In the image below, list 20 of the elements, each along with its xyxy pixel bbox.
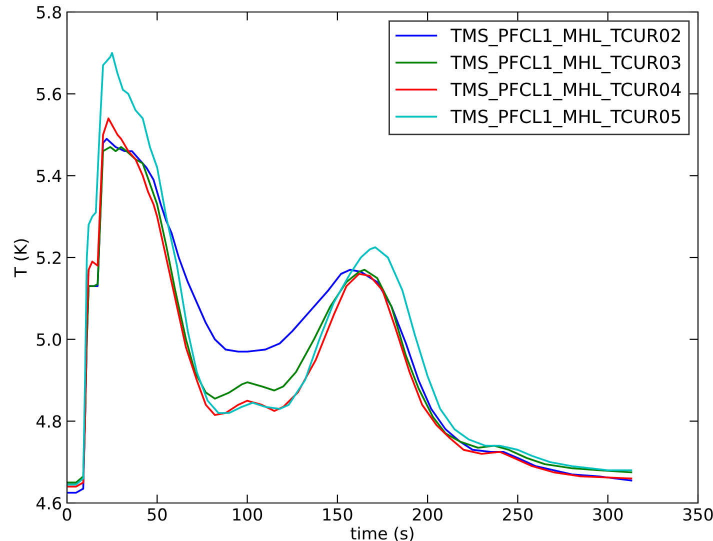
legend-label: TMS_PFCL1_MHL_TCUR05 xyxy=(450,110,680,128)
y-tick-label: 5.6 xyxy=(36,88,62,100)
x-tick-label: 200 xyxy=(412,508,442,521)
x-tick-label: 300 xyxy=(593,508,623,521)
x-tick-label: 0 xyxy=(62,508,72,521)
y-tick-label: 5.0 xyxy=(36,333,62,346)
y-tick-label: 4.8 xyxy=(36,415,61,428)
x-tick-label: 250 xyxy=(503,508,533,521)
x-tick-label: 100 xyxy=(233,508,262,521)
y-tick-label: 4.6 xyxy=(36,496,62,510)
y-tick-label: 5.8 xyxy=(36,6,61,19)
legend-label: TMS_PFCL1_MHL_TCUR02 xyxy=(450,28,680,46)
y-tick-label: 5.4 xyxy=(36,170,62,182)
y-axis-title: T (K) xyxy=(14,239,29,278)
x-tick-label: 350 xyxy=(683,508,713,521)
legend-label: TMS_PFCL1_MHL_TCUR03 xyxy=(450,56,680,74)
legend-label: TMS_PFCL1_MHL_TCUR04 xyxy=(450,82,681,100)
y-tick-label: 5.2 xyxy=(36,251,60,264)
x-tick-label: 150 xyxy=(323,508,352,521)
x-tick-label: 50 xyxy=(148,508,167,521)
